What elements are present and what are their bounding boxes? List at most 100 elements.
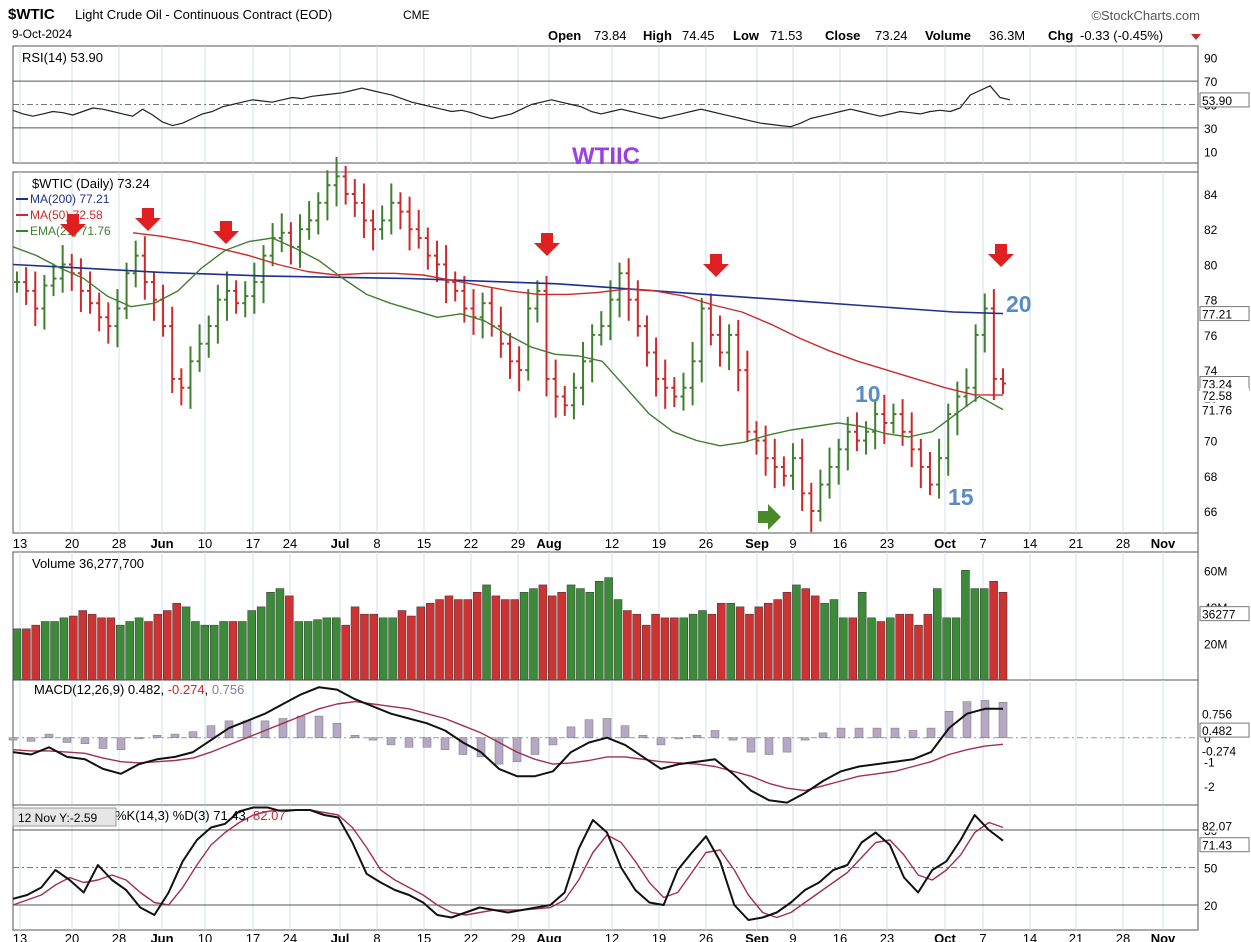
volume-bar bbox=[22, 628, 31, 681]
macd-signal-value: -0.274 bbox=[168, 682, 205, 697]
volume-value-tag-box bbox=[1199, 606, 1250, 622]
macd-histogram-bar bbox=[170, 733, 180, 738]
macd-histogram-bar bbox=[296, 715, 306, 738]
volume-bar bbox=[510, 599, 519, 681]
cycle-20-annotation: 20 bbox=[1006, 291, 1032, 317]
volume-bar bbox=[247, 610, 257, 681]
volume-bar bbox=[341, 624, 350, 681]
x-axis-label: 23 bbox=[880, 536, 894, 551]
ma200-value-tag-box bbox=[1199, 306, 1250, 322]
volume-bar bbox=[78, 610, 87, 681]
brand-label: ©StockCharts.com bbox=[1091, 8, 1200, 23]
ma200-label: MA(200) 77.21 bbox=[30, 192, 110, 206]
bottom-axis-label: 15 bbox=[417, 931, 431, 942]
chart-header: $WTIC Light Crude Oil - Continuous Contr… bbox=[8, 6, 1201, 43]
volume-bar bbox=[538, 584, 548, 681]
ma200-value-tag: 77.21 bbox=[1202, 308, 1232, 322]
rsi-tick-label: 70 bbox=[1204, 75, 1218, 89]
volume-bar bbox=[895, 613, 904, 681]
volume-bar bbox=[172, 602, 181, 681]
macd-histogram-bar bbox=[152, 735, 162, 738]
volume-bar bbox=[40, 621, 50, 681]
volume-bar bbox=[670, 617, 679, 681]
volume-bar bbox=[219, 621, 228, 681]
volume-bar bbox=[69, 615, 78, 681]
x-axis-label: 7 bbox=[979, 536, 986, 551]
price-label: $WTIC (Daily) 73.24 bbox=[32, 176, 150, 191]
macd-histogram-bar bbox=[602, 718, 612, 738]
macd-histogram-bar bbox=[854, 727, 864, 738]
volume-bar bbox=[200, 624, 210, 681]
stoch-d-line bbox=[12, 809, 1004, 919]
macd-histogram-bar bbox=[494, 737, 504, 765]
bottom-axis-label: Oct bbox=[934, 931, 956, 942]
macd-histogram-bar bbox=[566, 726, 576, 738]
bottom-axis-label: 28 bbox=[1116, 931, 1130, 942]
volume-bar bbox=[801, 588, 811, 681]
volume-bar bbox=[31, 624, 41, 681]
volume-bar bbox=[285, 595, 294, 681]
volume-bar bbox=[979, 588, 989, 681]
bottom-axis-label: Jul bbox=[331, 931, 350, 942]
volume-bar bbox=[266, 591, 275, 681]
ema-value-tag: 71.76 bbox=[1202, 404, 1232, 418]
ma200-line bbox=[12, 263, 1004, 315]
date-label: 9-Oct-2024 bbox=[12, 27, 72, 41]
ma50-value-tag-box bbox=[1200, 388, 1249, 403]
volume-bar bbox=[256, 606, 266, 681]
macd-line bbox=[12, 686, 1003, 804]
macd-histogram-bar bbox=[80, 737, 90, 744]
volume-bar bbox=[444, 595, 454, 681]
macd-histogram-bar bbox=[818, 732, 828, 738]
volume-bar bbox=[134, 617, 144, 681]
volume-bar bbox=[482, 584, 491, 681]
volume-bar bbox=[228, 621, 238, 681]
bottom-axis-label: 23 bbox=[880, 931, 894, 942]
macd-histogram-bar bbox=[422, 737, 432, 748]
bottom-axis-label: 9 bbox=[789, 931, 796, 942]
x-axis-label: 22 bbox=[464, 536, 478, 551]
macd-histogram-bar bbox=[728, 737, 738, 741]
macd-histogram-bar bbox=[350, 735, 360, 738]
bottom-axis-label: Nov bbox=[1151, 931, 1176, 942]
x-axis-label: 12 bbox=[605, 536, 619, 551]
volume-bar bbox=[97, 617, 106, 681]
volume-bar bbox=[557, 591, 566, 681]
rsi-tick-label: 30 bbox=[1204, 122, 1218, 136]
crosshair-tooltip-text: 12 Nov Y:-2.59 bbox=[18, 811, 97, 825]
x-axis-label: 14 bbox=[1023, 536, 1037, 551]
x-axis-label: 19 bbox=[652, 536, 666, 551]
volume-bar bbox=[350, 606, 360, 681]
x-axis-label: 15 bbox=[417, 536, 431, 551]
high-label: High bbox=[643, 28, 672, 43]
macd-histogram-bar bbox=[638, 735, 648, 738]
stoch-label: %K(14,3) %D(3) 71.43, 82.07 bbox=[115, 808, 286, 823]
volume-bar bbox=[87, 613, 97, 681]
macd-histogram-bar bbox=[476, 737, 486, 758]
macd-value-tag-box bbox=[1199, 722, 1250, 738]
low-label: Low bbox=[733, 28, 760, 43]
x-axis-label: Jul bbox=[331, 536, 350, 551]
volume-bar bbox=[50, 621, 59, 681]
macd-histogram-bar bbox=[386, 737, 396, 746]
chg-label: Chg bbox=[1048, 28, 1073, 43]
down-arrow-icon bbox=[60, 214, 86, 237]
rsi-value-tag: 53.90 bbox=[1202, 94, 1232, 108]
symbol-label: $WTIC bbox=[8, 6, 55, 23]
x-axis-label: 24 bbox=[283, 536, 297, 551]
volume-bar bbox=[106, 617, 116, 681]
rsi-label: RSI(14) 53.90 bbox=[22, 50, 103, 65]
bottom-axis-label: 7 bbox=[979, 931, 986, 942]
volume-bar bbox=[782, 591, 792, 681]
x-axis-label: 8 bbox=[373, 536, 380, 551]
volume-bar bbox=[388, 617, 397, 681]
bottom-axis-label: 10 bbox=[198, 931, 212, 942]
x-axis-label: 16 bbox=[833, 536, 847, 551]
stoch-d-tag-box bbox=[1200, 818, 1249, 833]
volume-bar bbox=[501, 599, 510, 681]
volume-value: 36.3M bbox=[989, 28, 1025, 43]
volume-bar bbox=[238, 621, 247, 681]
bottom-axis-label: Aug bbox=[536, 931, 561, 942]
volume-bar bbox=[454, 599, 463, 681]
macd-histogram-bar bbox=[98, 737, 108, 749]
